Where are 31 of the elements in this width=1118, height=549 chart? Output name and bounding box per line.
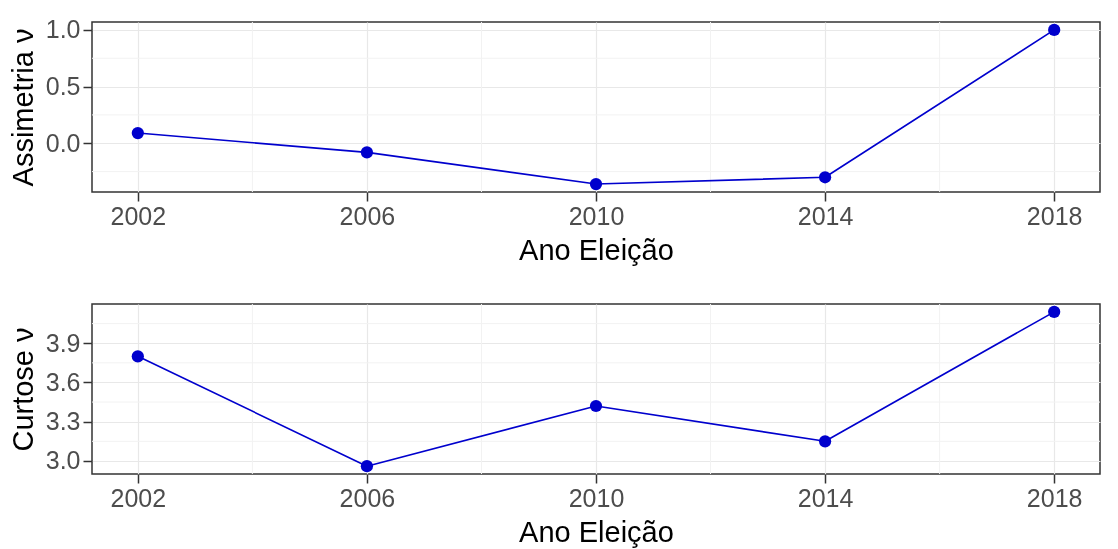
y-tick-label: 3.3 [45, 407, 81, 436]
point [360, 460, 374, 473]
point [131, 126, 144, 140]
point [589, 399, 603, 413]
point [1048, 23, 1061, 37]
point [131, 350, 144, 363]
point [589, 177, 603, 191]
x-tick-label: 2002 [110, 483, 167, 512]
x-tick-label: 2018 [1026, 483, 1083, 512]
y-axis-title: Assimetria ν [6, 28, 39, 187]
x-tick-label: 2006 [339, 201, 396, 230]
x-tick-label: 2006 [339, 483, 396, 512]
x-tick-label: 2002 [110, 201, 167, 230]
point [818, 171, 832, 184]
x-tick-label: 2010 [568, 483, 625, 512]
y-tick-label: 0.5 [45, 72, 81, 101]
point [818, 435, 832, 448]
y-tick-label: 1.0 [45, 15, 81, 44]
y-tick-label: 0.0 [45, 128, 81, 157]
y-axis-title: Curtose ν [6, 327, 39, 452]
point [1048, 305, 1061, 318]
y-tick-label: 3.9 [45, 328, 81, 357]
point [360, 146, 374, 159]
x-tick-label: 2010 [568, 201, 625, 230]
x-tick-label: 2014 [797, 201, 854, 230]
y-tick-label: 3.0 [45, 446, 81, 475]
x-axis-title: Ano Eleição [519, 515, 674, 548]
x-tick-label: 2018 [1026, 201, 1083, 230]
y-tick-label: 3.6 [45, 367, 81, 396]
x-axis-title: Ano Eleição [519, 233, 674, 266]
x-tick-label: 2014 [797, 483, 854, 512]
